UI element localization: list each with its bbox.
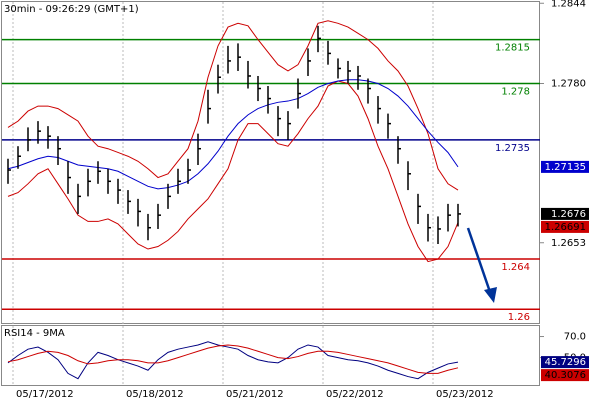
rsi-panel [1,325,540,386]
arrow-head [484,287,497,303]
y-tick-label: 1.2653 [551,238,586,249]
overlay-line [7,20,459,191]
price-tag [541,356,589,369]
rsi-title: RSI14 - 9MA [4,328,65,339]
level-label: 1.264 [501,262,530,273]
x-tick-label: 05/23/2012 [436,389,494,400]
x-tick-label: 05/22/2012 [326,389,384,400]
level-label: 1.26 [508,312,530,323]
forecast-arrow [466,227,497,303]
x-tick-label: 05/18/2012 [126,389,184,400]
y-tick-label: 1.2844 [551,0,586,9]
price-tag [541,220,589,233]
level-label: 1.2735 [495,143,530,154]
price-tag-label: 1.2676 [551,209,586,220]
x-tick-label: 05/21/2012 [226,389,284,400]
chart-title: 30min - 09:26:29 (GMT+1) [4,4,139,15]
price-tag-label: 40.3076 [545,370,586,381]
price-tag [541,160,589,173]
price-tag [541,369,589,382]
price-tag-label: 1.27135 [545,162,586,173]
y-tick-label: 70.0 [564,332,586,343]
price-tag [541,207,589,220]
overlay-line [7,80,459,263]
x-tick-label: 05/17/2012 [16,389,74,400]
rsi-line [7,344,459,374]
price-tag-label: 45.7296 [545,357,586,368]
level-label: 1.2815 [495,43,530,54]
price-panel [1,1,540,324]
y-tick-label: 1.2780 [551,79,586,90]
arrow-shaft [466,227,492,293]
level-label: 1.278 [501,87,530,98]
overlay-line [7,79,459,190]
price-tag-label: 1.26691 [545,222,586,233]
rsi-line [7,341,459,380]
